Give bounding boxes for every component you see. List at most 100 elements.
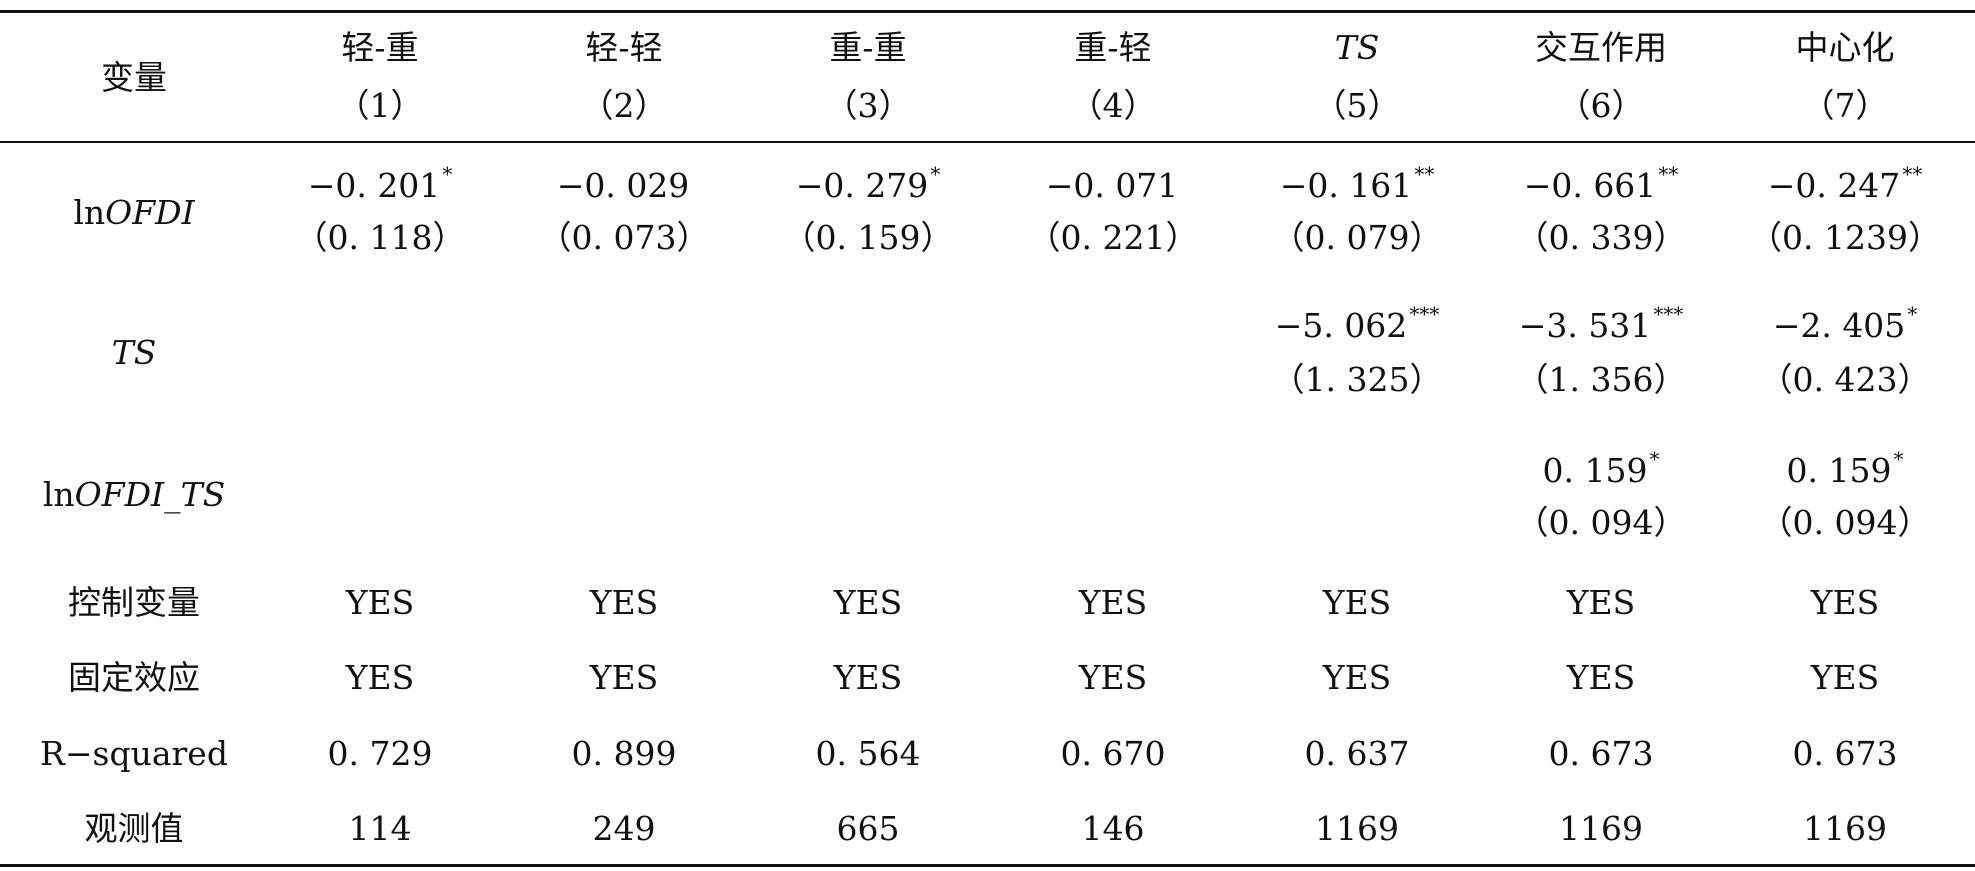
cell-fixed-effects-4: YES [1078, 658, 1148, 697]
header-col-4-name: 重-轻 [1074, 28, 1152, 67]
cell-controls-5: YES [1322, 583, 1392, 622]
cell-observations-3: 665 [836, 809, 900, 848]
header-col-6-name: 交互作用 [1535, 28, 1667, 67]
row-label-r-squared: R−squared [40, 734, 228, 773]
significance-stars: * [1907, 302, 1918, 326]
significance-stars: * [1893, 447, 1904, 471]
se-interaction-7: （0. 094） [1759, 503, 1931, 542]
coef: −0. 071 [1045, 166, 1179, 205]
se-lnofdi-1: （0. 118） [294, 218, 466, 257]
cell-ts-7: −2. 405 * [1747, 304, 1943, 346]
significance-stars: *** [1409, 302, 1440, 326]
se-lnofdi-7: （0. 1239） [1749, 218, 1941, 257]
cell-observations-6: 1169 [1559, 809, 1643, 848]
cell-observations-5: 1169 [1315, 809, 1399, 848]
se-lnofdi-4: （0. 221） [1027, 218, 1199, 257]
se-ts-6: （1. 356） [1515, 360, 1687, 399]
coef: 0. 159 [1786, 451, 1892, 490]
cell-r-squared-3: 0. 564 [815, 734, 921, 773]
cell-r-squared-5: 0. 637 [1304, 734, 1410, 773]
header-col-5-number: （5） [1313, 86, 1401, 125]
significance-stars: * [930, 162, 941, 186]
row-label-ts: TS [111, 333, 157, 372]
cell-lnofdi-4: −0. 071 [1015, 166, 1211, 206]
cell-r-squared-1: 0. 729 [327, 734, 433, 773]
coef: −5. 062 [1274, 306, 1408, 345]
header-col-1-number: （1） [336, 86, 424, 125]
cell-r-squared-7: 0. 673 [1792, 734, 1898, 773]
row-label-observations: 观测值 [84, 809, 184, 848]
se-lnofdi-5: （0. 079） [1271, 218, 1443, 257]
header-col-6-number: （6） [1557, 86, 1645, 125]
header-col-7-name: 中心化 [1795, 28, 1895, 67]
header-col-3-name: 重-重 [829, 28, 907, 67]
cell-controls-4: YES [1078, 583, 1148, 622]
header-col-3-number: （3） [824, 86, 912, 125]
top-rule [0, 10, 1975, 13]
cell-controls-3: YES [833, 583, 903, 622]
cell-observations-2: 249 [592, 809, 656, 848]
cell-controls-2: YES [589, 583, 659, 622]
se-interaction-6: （0. 094） [1515, 503, 1687, 542]
bottom-rule [0, 864, 1975, 867]
significance-stars: ** [1658, 162, 1679, 186]
significance-stars: ** [1414, 162, 1435, 186]
row-label-lnofdi: lnOFDI [0, 193, 268, 233]
cell-interaction-7: 0. 159 * [1747, 449, 1943, 491]
header-rule [0, 141, 1975, 143]
cell-controls-1: YES [345, 583, 415, 622]
cell-r-squared-4: 0. 670 [1060, 734, 1166, 773]
row-label-interaction-prefix: ln [42, 475, 75, 514]
se-lnofdi-2: （0. 073） [538, 218, 710, 257]
cell-lnofdi-5: −0. 161 ** [1259, 164, 1455, 206]
coef: −0. 279 [795, 166, 929, 205]
cell-lnofdi-3: −0. 279 * [770, 164, 966, 206]
significance-stars: * [442, 162, 453, 186]
cell-fixed-effects-5: YES [1322, 658, 1392, 697]
header-col-1-name: 轻-重 [341, 28, 419, 67]
coef: −3. 531 [1518, 306, 1652, 345]
cell-r-squared-2: 0. 899 [571, 734, 677, 773]
row-label-fixed-effects: 固定效应 [68, 658, 200, 697]
header-col-2-name: 轻-轻 [585, 28, 663, 67]
cell-ts-6: −3. 531 *** [1503, 304, 1699, 346]
coef: −0. 247 [1767, 166, 1901, 205]
significance-stars: * [1649, 447, 1660, 471]
coef: −2. 405 [1772, 306, 1906, 345]
cell-ts-5: −5. 062 *** [1259, 304, 1455, 346]
row-label-lnofdi-var: OFDI [105, 193, 195, 232]
se-ts-5: （1. 325） [1271, 360, 1443, 399]
se-ts-7: （0. 423） [1759, 360, 1931, 399]
coef: −0. 029 [556, 166, 690, 205]
cell-lnofdi-1: −0. 201 * [282, 164, 478, 206]
cell-controls-7: YES [1810, 583, 1880, 622]
cell-r-squared-6: 0. 673 [1548, 734, 1654, 773]
row-label-lnofdi-prefix: ln [73, 193, 106, 232]
cell-controls-6: YES [1566, 583, 1636, 622]
cell-fixed-effects-1: YES [345, 658, 415, 697]
cell-lnofdi-7: −0. 247 ** [1747, 164, 1943, 206]
significance-stars: *** [1653, 302, 1684, 326]
header-col-5-name: TS [1334, 28, 1380, 67]
cell-lnofdi-2: −0. 029 [526, 166, 722, 206]
coef: −0. 661 [1523, 166, 1657, 205]
cell-observations-4: 146 [1081, 809, 1145, 848]
cell-lnofdi-6: −0. 661 ** [1503, 164, 1699, 206]
cell-fixed-effects-6: YES [1566, 658, 1636, 697]
se-lnofdi-6: （0. 339） [1515, 218, 1687, 257]
row-label-interaction: lnOFDI_TS [0, 475, 268, 515]
header-col-4-number: （4） [1069, 86, 1157, 125]
row-label-controls: 控制变量 [68, 583, 200, 622]
coef: −0. 161 [1279, 166, 1413, 205]
row-label-interaction-var: OFDI_TS [74, 475, 226, 514]
header-variable-label: 变量 [101, 58, 167, 97]
coef: 0. 159 [1542, 451, 1648, 490]
se-lnofdi-3: （0. 159） [782, 218, 954, 257]
cell-fixed-effects-7: YES [1810, 658, 1880, 697]
cell-fixed-effects-3: YES [833, 658, 903, 697]
header-col-7-number: （7） [1801, 86, 1889, 125]
cell-fixed-effects-2: YES [589, 658, 659, 697]
significance-stars: ** [1902, 162, 1923, 186]
header-col-2-number: （2） [580, 86, 668, 125]
cell-observations-1: 114 [348, 809, 412, 848]
